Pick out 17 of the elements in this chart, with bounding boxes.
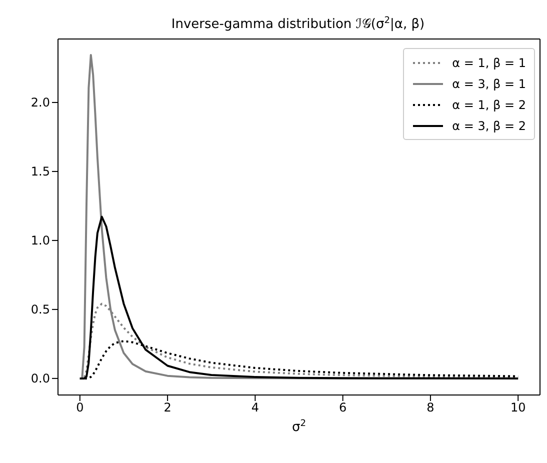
x-tick-label: 10 [510, 400, 526, 415]
legend-label: α = 3, β = 1 [452, 76, 526, 90]
x-tick-label: 6 [339, 400, 347, 415]
legend-label: α = 3, β = 2 [452, 118, 526, 132]
x-tick-label: 8 [426, 400, 434, 415]
y-tick-label: 1.0 [30, 234, 50, 248]
legend-label: α = 1, β = 1 [452, 56, 526, 70]
x-tick-label: 2 [164, 400, 172, 415]
y-tick-label: 2.0 [30, 96, 50, 110]
y-tick-label: 1.5 [30, 164, 50, 179]
y-tick-label: 0.0 [30, 372, 50, 386]
legend-label: α = 1, β = 2 [452, 98, 526, 112]
y-tick-label: 0.5 [30, 302, 50, 317]
x-tick-label: 0 [76, 400, 84, 415]
x-axis-title: σ$^{2}$ [292, 419, 306, 435]
chart-title: Inverse-gamma distribution ℐ𝒢(σ$^{2}$|α, β) [171, 16, 425, 32]
x-tick-label: 4 [251, 400, 259, 415]
